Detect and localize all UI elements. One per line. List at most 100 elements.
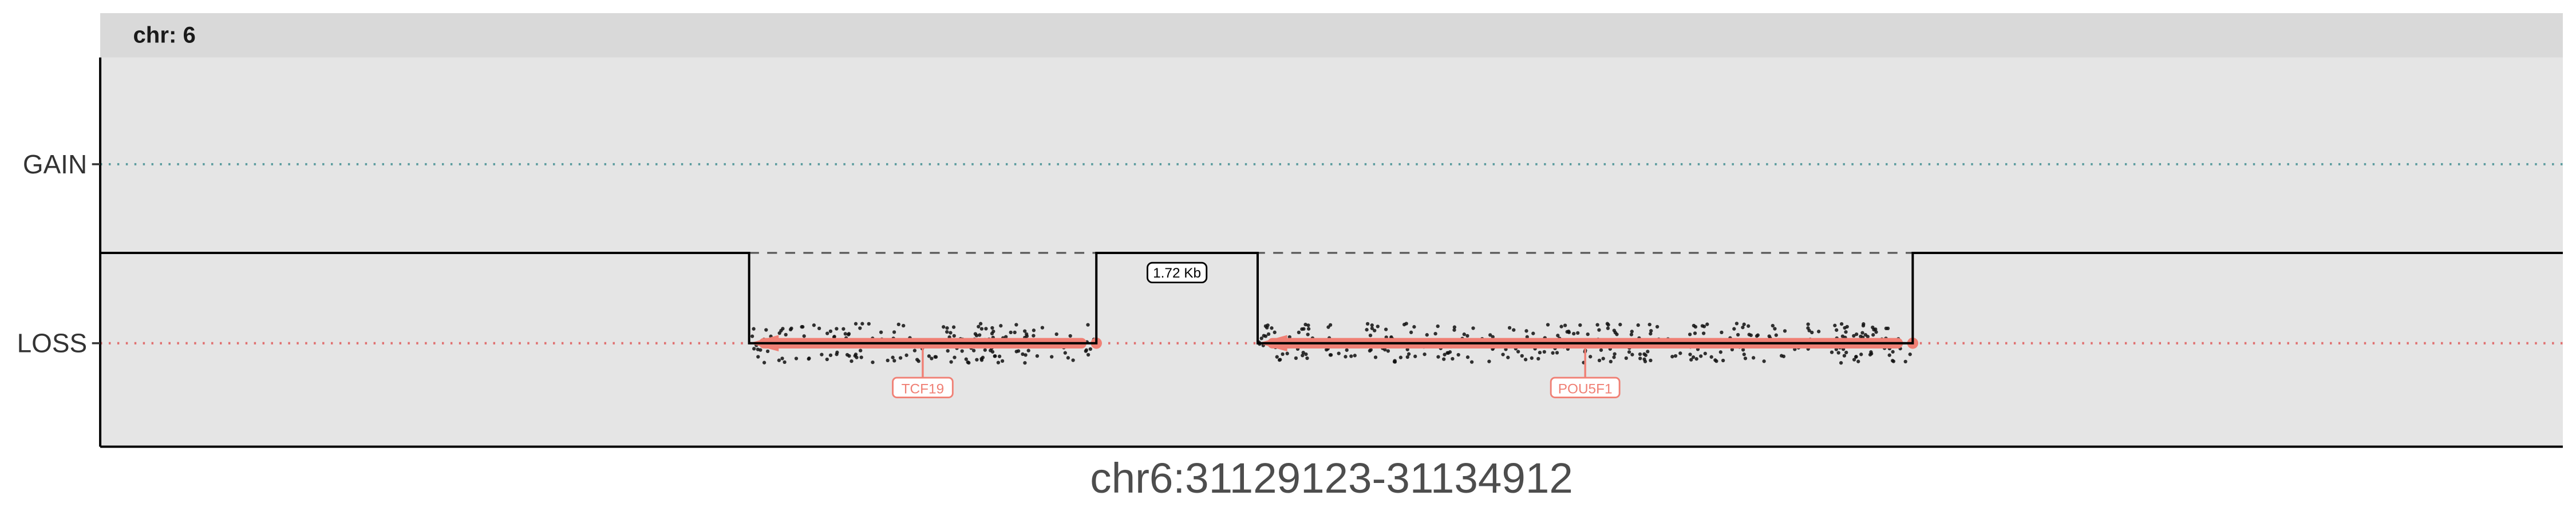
data-point-segment-2 — [1771, 323, 1775, 328]
data-point-segment-2 — [1404, 322, 1408, 326]
copy-number-step-line — [100, 251, 2563, 344]
data-point-segment-2 — [1345, 348, 1349, 352]
data-point-segment-1 — [990, 326, 994, 330]
data-point-segment-2 — [1433, 331, 1437, 336]
data-point-segment-2 — [1436, 324, 1440, 328]
data-point-segment-1 — [953, 355, 957, 359]
data-point-segment-2 — [1337, 351, 1341, 355]
data-point-segment-2 — [1370, 323, 1374, 327]
data-point-segment-2 — [1524, 329, 1528, 333]
data-point-segment-2 — [1563, 323, 1567, 327]
data-point-segment-1 — [1026, 348, 1030, 352]
data-point-segment-1 — [990, 350, 995, 354]
data-point-segment-2 — [1266, 332, 1271, 336]
data-point-segment-2 — [1405, 347, 1409, 351]
data-point-segment-2 — [1843, 326, 1847, 330]
data-point-segment-2 — [1830, 350, 1834, 354]
data-point-segment-2 — [1741, 326, 1745, 330]
data-point-segment-2 — [1512, 328, 1516, 332]
data-point-segment-2 — [1589, 355, 1593, 359]
data-point-segment-2 — [1636, 323, 1640, 327]
data-point-segment-2 — [1373, 328, 1377, 332]
data-point-segment-2 — [1629, 332, 1634, 336]
data-point-segment-2 — [1270, 326, 1274, 330]
data-point-segment-2 — [1525, 335, 1529, 339]
data-point-segment-1 — [997, 354, 1002, 358]
data-point-segment-2 — [1412, 325, 1416, 329]
data-point-segment-2 — [1572, 331, 1576, 336]
data-point-segment-1 — [860, 322, 864, 326]
data-point-segment-1 — [1014, 323, 1018, 327]
data-point-segment-2 — [1306, 327, 1311, 331]
data-point-segment-1 — [1063, 351, 1067, 355]
data-point-segment-2 — [1701, 331, 1706, 335]
data-point-segment-2 — [1908, 352, 1912, 356]
data-point-segment-2 — [1578, 323, 1582, 327]
data-point-segment-1 — [756, 355, 760, 359]
data-point-segment-1 — [858, 326, 862, 330]
data-point-segment-1 — [1068, 334, 1072, 338]
data-point-segment-1 — [912, 348, 917, 352]
data-point-segment-2 — [1567, 330, 1571, 334]
data-point-segment-2 — [1469, 360, 1474, 364]
data-point-segment-2 — [1531, 331, 1535, 335]
data-point-segment-2 — [1301, 350, 1305, 355]
data-point-segment-1 — [1032, 328, 1036, 332]
data-point-segment-2 — [1613, 352, 1617, 356]
data-point-segment-1 — [828, 353, 833, 357]
data-point-segment-2 — [1501, 352, 1505, 356]
data-point-segment-2 — [1730, 347, 1735, 352]
data-point-segment-2 — [1689, 358, 1693, 362]
data-point-segment-1 — [867, 322, 871, 326]
data-point-segment-1 — [952, 334, 956, 338]
data-point-segment-2 — [1774, 333, 1778, 337]
data-point-segment-1 — [949, 331, 953, 335]
data-point-segment-2 — [1688, 332, 1692, 336]
data-point-segment-2 — [1874, 330, 1878, 334]
data-point-segment-2 — [1871, 325, 1875, 330]
data-point-segment-2 — [1273, 330, 1277, 334]
data-point-segment-2 — [1368, 348, 1372, 353]
data-point-segment-1 — [783, 360, 787, 365]
data-point-segment-1 — [934, 355, 938, 359]
data-point-segment-2 — [1735, 322, 1739, 326]
data-point-segment-1 — [1035, 354, 1040, 358]
data-point-segment-2 — [1747, 324, 1751, 328]
data-point-segment-1 — [1025, 332, 1029, 336]
data-point-segment-2 — [1816, 330, 1821, 334]
data-point-segment-2 — [1606, 326, 1610, 330]
data-point-segment-2 — [1386, 349, 1390, 353]
data-point-segment-2 — [1303, 322, 1307, 327]
data-point-segment-1 — [915, 358, 919, 362]
data-point-segment-2 — [1612, 355, 1616, 359]
data-point-segment-2 — [1275, 355, 1279, 359]
data-point-segment-1 — [794, 356, 799, 360]
data-point-segment-2 — [1852, 334, 1856, 338]
data-point-segment-2 — [1649, 328, 1653, 333]
data-point-segment-2 — [1297, 330, 1301, 335]
data-point-segment-1 — [847, 332, 851, 336]
data-point-segment-2 — [1523, 358, 1528, 362]
data-point-segment-2 — [1762, 359, 1766, 363]
data-point-segment-2 — [1370, 326, 1374, 330]
data-point-segment-1 — [979, 327, 984, 331]
data-point-segment-2 — [1344, 355, 1348, 359]
data-point-segment-2 — [1300, 327, 1304, 331]
data-point-segment-1 — [1021, 352, 1025, 356]
data-point-segment-2 — [1465, 334, 1469, 338]
data-point-segment-2 — [1305, 356, 1309, 360]
data-point-segment-2 — [1465, 355, 1470, 359]
data-point-segment-1 — [765, 349, 770, 354]
data-point-segment-2 — [1859, 352, 1863, 356]
data-point-segment-2 — [1718, 350, 1722, 354]
data-point-segment-1 — [942, 325, 946, 329]
data-point-segment-1 — [1013, 330, 1017, 335]
data-point-segment-2 — [1844, 350, 1848, 355]
data-point-segment-2 — [1507, 326, 1512, 330]
data-point-segment-2 — [1576, 331, 1580, 335]
data-point-segment-2 — [1506, 355, 1510, 359]
data-point-segment-2 — [1861, 323, 1866, 328]
data-point-segment-1 — [750, 334, 754, 338]
data-point-segment-1 — [825, 357, 829, 362]
